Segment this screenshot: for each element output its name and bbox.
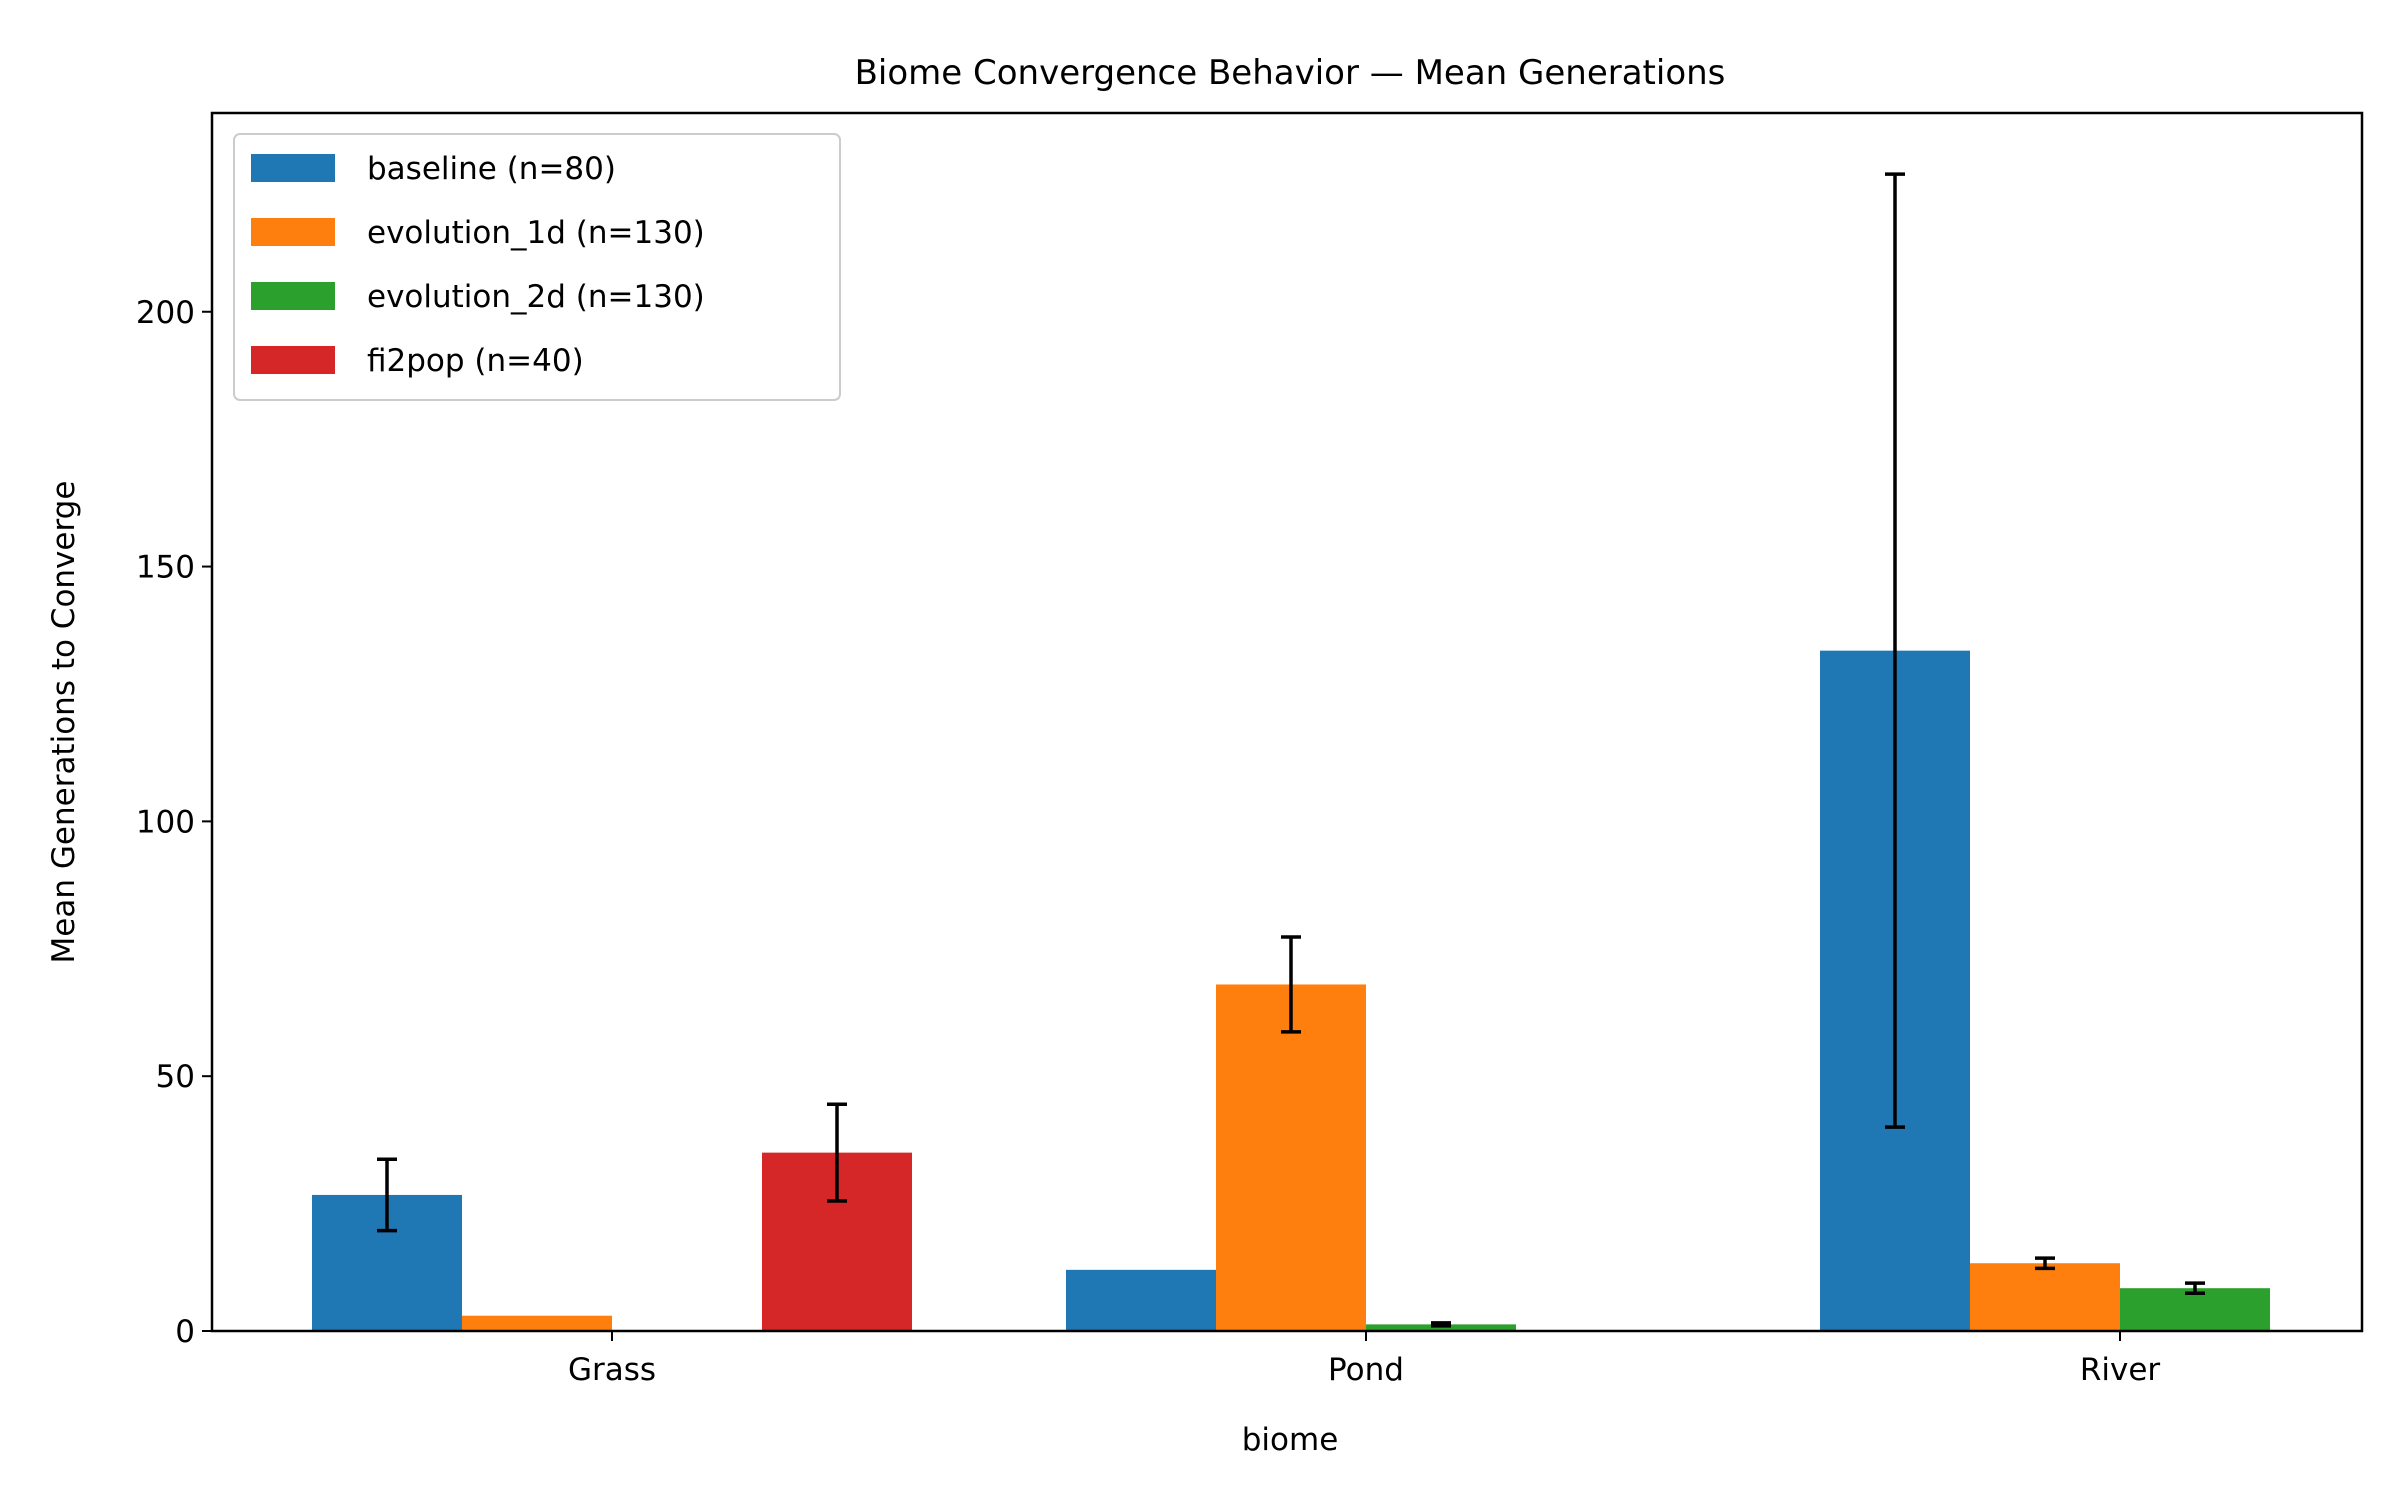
bar-pond-series-1 (1216, 984, 1366, 1331)
y-axis-label: Mean Generations to Converge (46, 481, 82, 964)
plot-frame (210, 111, 2364, 1333)
legend-label: fi2pop (n=40) (367, 343, 584, 379)
legend-swatch (251, 346, 335, 374)
legend-label: baseline (n=80) (367, 151, 616, 187)
x-tick-label: Pond (1328, 1352, 1404, 1388)
x-tick-label: River (2080, 1352, 2161, 1388)
y-tick-label: 150 (136, 550, 195, 586)
y-tick-label: 50 (156, 1059, 195, 1095)
x-axis-label: biome (1242, 1422, 1339, 1458)
y-tick-label: 100 (136, 804, 195, 840)
y-tick-label: 0 (175, 1314, 195, 1350)
x-axis: Grass Pond River (568, 1331, 2160, 1388)
error-bar-river-series-1 (2035, 1256, 2055, 1271)
legend-swatch (251, 218, 335, 246)
chart-title: Biome Convergence Behavior — Mean Genera… (855, 53, 1726, 93)
legend-swatch (251, 282, 335, 310)
bar-grass-series-1 (462, 1315, 612, 1331)
x-tick-label: Grass (568, 1352, 656, 1388)
legend-label: evolution_2d (n=130) (367, 279, 705, 315)
error-bar-grass-series-3 (827, 1102, 847, 1203)
legend-swatch (251, 154, 335, 182)
error-bar-river-series-2 (2185, 1281, 2205, 1296)
bar-pond-series-0 (1066, 1269, 1216, 1331)
error-bar-pond-series-1 (1281, 935, 1301, 1034)
legend-label: evolution_1d (n=130) (367, 215, 705, 251)
bar-river-series-1 (1970, 1263, 2120, 1331)
error-bar-grass-series-0 (377, 1157, 397, 1233)
legend: baseline (n=80) evolution_1d (n=130) evolu… (233, 133, 841, 401)
y-tick-label: 200 (136, 295, 195, 331)
error-bar-river-series-0 (1885, 172, 1905, 1129)
error-bar-pond-series-2 (1431, 1321, 1451, 1328)
error-bars-layer (377, 172, 2205, 1328)
bar-river-series-2 (2120, 1288, 2270, 1331)
legend-box (233, 133, 841, 401)
bar-pond-series-2 (1366, 1324, 1516, 1331)
y-axis: 0 50 100 150 200 (136, 295, 212, 1350)
